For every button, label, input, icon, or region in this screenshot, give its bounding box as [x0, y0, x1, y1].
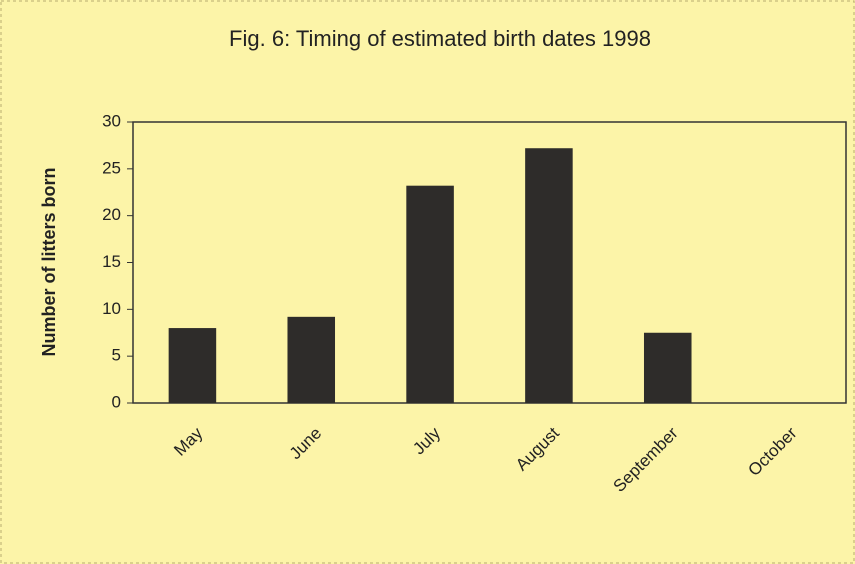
y-tick-label: 10 — [102, 299, 121, 318]
y-tick-label: 30 — [102, 111, 121, 130]
bar — [406, 185, 454, 403]
bar — [525, 148, 573, 403]
y-tick-label: 5 — [112, 346, 121, 365]
y-tick-label: 25 — [102, 158, 121, 177]
y-tick-label: 0 — [112, 392, 121, 411]
bar — [287, 316, 336, 403]
y-axis-label: Number of litters born — [39, 167, 59, 356]
chart-title: Fig. 6: Timing of estimated birth dates … — [229, 26, 651, 51]
bar — [168, 328, 217, 403]
y-tick-label: 15 — [102, 252, 121, 271]
y-tick-label: 20 — [102, 205, 121, 224]
bar — [643, 332, 692, 403]
